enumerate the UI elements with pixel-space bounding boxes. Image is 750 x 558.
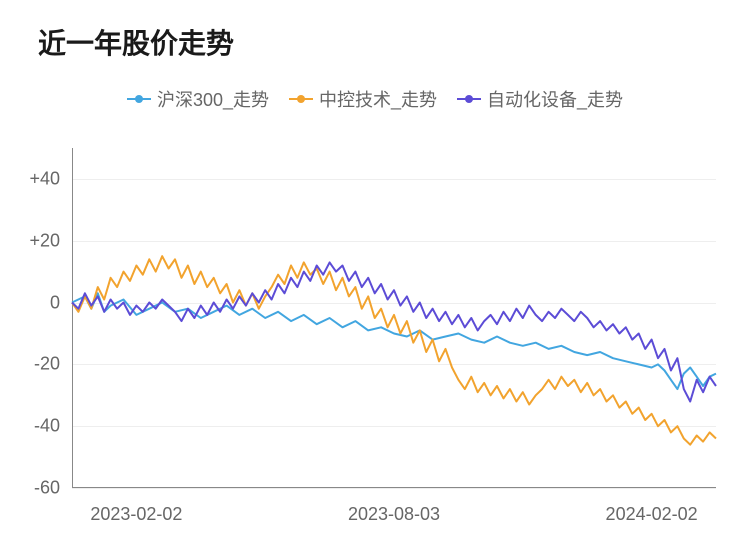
legend-label: 自动化设备_走势 (487, 86, 623, 112)
legend-marker (289, 98, 313, 100)
series-line (72, 262, 716, 401)
y-tick-label: +40 (29, 168, 60, 189)
legend-item[interactable]: 中控技术_走势 (289, 86, 437, 112)
legend-label: 沪深300_走势 (157, 86, 269, 112)
plot-area: +40+200-20-40-602023-02-022023-08-032024… (72, 148, 716, 488)
chart-legend: 沪深300_走势 中控技术_走势 自动化设备_走势 (0, 86, 750, 112)
legend-marker (457, 98, 481, 100)
series-layer (72, 148, 716, 488)
y-tick-label: -40 (34, 416, 60, 437)
y-tick-label: -60 (34, 478, 60, 499)
x-tick-label: 2023-02-02 (90, 504, 182, 525)
legend-item[interactable]: 沪深300_走势 (127, 86, 269, 112)
y-tick-label: 0 (50, 292, 60, 313)
legend-marker (127, 98, 151, 100)
x-tick-label: 2023-08-03 (348, 504, 440, 525)
series-line (72, 293, 716, 389)
legend-label: 中控技术_走势 (319, 86, 437, 112)
x-tick-label: 2024-02-02 (606, 504, 698, 525)
legend-item[interactable]: 自动化设备_走势 (457, 86, 623, 112)
chart-title: 近一年股价走势 (0, 0, 750, 62)
grid-line (72, 488, 716, 489)
y-tick-label: +20 (29, 230, 60, 251)
y-tick-label: -20 (34, 354, 60, 375)
series-line (72, 256, 716, 445)
